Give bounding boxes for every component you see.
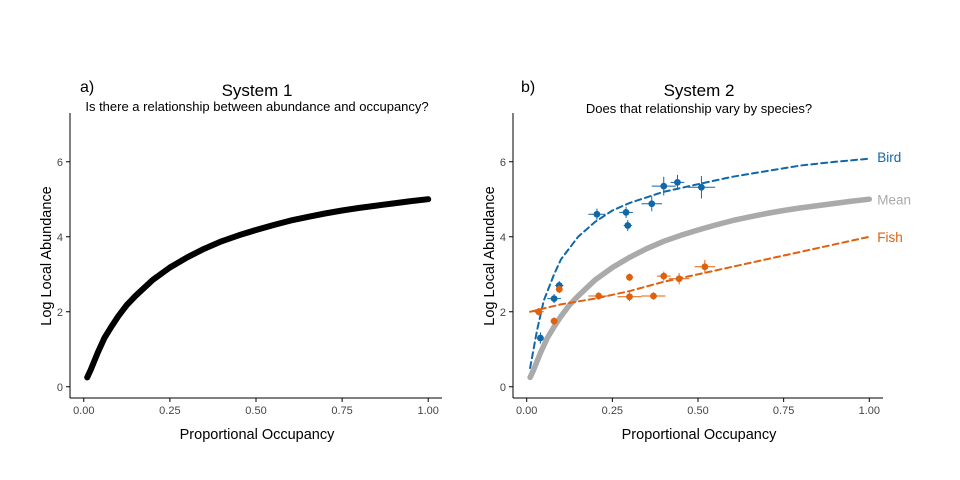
panel-a-subtitle: Is there a relationship between abundanc… [85,99,428,114]
x-tick-label: 0.25 [602,405,623,417]
x-tick-label: 0.25 [159,405,180,417]
series-line-bird [529,157,871,369]
data-point-fish [660,272,668,280]
panel-b-y-axis-title: Log Local Abundance [482,186,498,326]
panel-a-plot-area: 0.00 0.25 0.50 0.75 1.00 0 2 4 6 [57,113,442,417]
y-tick-label: 0 [57,382,63,394]
data-point-bird [698,183,705,191]
data-point-bird [537,334,544,342]
data-point-bird [660,182,668,190]
data-point-fish [595,292,603,300]
data-point-fish [650,292,657,300]
panel-a-y-axis-title: Log Local Abundance [39,186,55,326]
data-point-bird [622,208,630,216]
panel-b-label: b) [521,79,535,96]
x-tick-label: 0.00 [516,405,537,417]
panel-a-label: a) [80,79,94,96]
panel-b: b) System 2 Does that relationship vary … [482,79,911,443]
x-tick-label: 0.50 [245,405,266,417]
y-tick-label: 2 [57,307,63,319]
panel-a: a) System 1 Is there a relationship betw… [39,79,442,443]
data-point-bird [593,210,601,218]
panel-b-subtitle: Does that relationship vary by species? [586,101,812,116]
y-tick-label: 6 [500,157,506,169]
data-point-fish [675,275,683,283]
x-tick-label: 1.00 [859,405,880,417]
y-tick-label: 4 [500,232,506,244]
series-line-fish [529,235,871,313]
data-point-fish [626,293,633,301]
series-label-mean: Mean [877,192,911,207]
x-tick-label: 0.75 [331,405,352,417]
series-label-fish: Fish [877,230,903,245]
panel-a-x-axis-title: Proportional Occupancy [180,427,335,443]
x-tick-label: 0.50 [687,405,708,417]
series-line [84,196,432,381]
x-tick-label: 0.75 [773,405,794,417]
y-tick-label: 4 [57,232,63,244]
data-point-bird [674,178,681,186]
data-point-bird [624,222,632,229]
y-tick-label: 2 [500,307,506,319]
data-point-bird [550,295,558,303]
x-tick-label: 0.00 [73,405,94,417]
y-tick-label: 0 [500,382,506,394]
data-point-fish [535,308,543,316]
series-label-bird: Bird [877,150,901,165]
data-point-fish [555,285,563,293]
panel-b-plot-area: 0.00 0.25 0.50 0.75 1.00 0 2 4 6 Mean Bird Fish [500,113,911,417]
data-point-bird [648,200,656,208]
y-tick-label: 6 [57,157,63,169]
panel-b-title: System 2 [664,81,735,100]
data-point-fish [550,317,558,325]
series-line-mean [527,196,873,381]
data-point-fish [701,263,709,271]
panel-b-x-axis-title: Proportional Occupancy [622,427,777,443]
panel-a-title: System 1 [222,81,293,100]
x-tick-label: 1.00 [418,405,439,417]
data-point-fish [626,273,633,281]
